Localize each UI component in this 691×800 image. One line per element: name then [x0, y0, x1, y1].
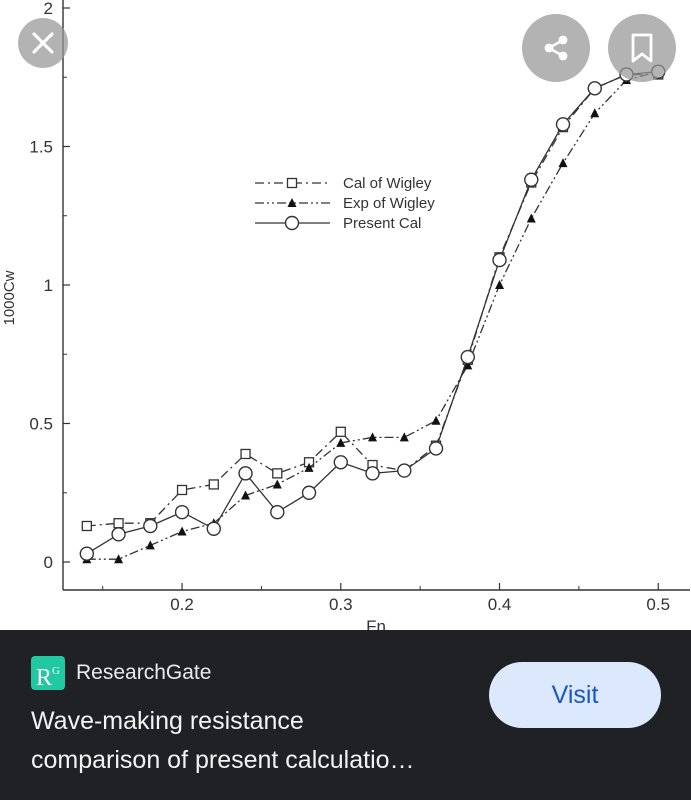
data-point: [238, 466, 253, 481]
data-point: [399, 432, 409, 442]
legend-label: Exp of Wigley: [343, 195, 435, 212]
data-point: [79, 546, 95, 561]
chart-svg: 0 0.5 1 1.5 2 0.2 0.3 0.4 0.5 1000Cw Fn Cal of Wigl…: [1, 0, 690, 630]
data-point: [365, 466, 380, 481]
data-point: [270, 504, 285, 520]
data-point: [333, 455, 348, 470]
legend-marker: [287, 198, 297, 207]
source-name[interactable]: ResearchGate: [76, 661, 212, 684]
data-point: [111, 527, 126, 542]
share-icon: [544, 35, 568, 61]
chart-image[interactable]: 0 0.5 1 1.5 2 0.2 0.3 0.4 0.5 1000Cw Fn Cal of Wigl…: [0, 0, 691, 630]
legend-marker: [286, 177, 298, 189]
caption-line-2: comparison of present calculatio…: [31, 746, 415, 774]
data-point: [524, 172, 539, 187]
y-tick-label: 2: [44, 0, 53, 18]
series-line: [86, 73, 659, 527]
data-point: [590, 108, 600, 118]
data-point: [176, 484, 188, 496]
series-line: [86, 71, 659, 560]
y-tick-label: 0: [44, 553, 53, 572]
data-point: [431, 415, 441, 425]
x-tick-label: 0.3: [329, 595, 353, 614]
data-point: [336, 437, 346, 447]
y-tick-label: 1: [44, 276, 53, 295]
data-point: [368, 432, 378, 442]
data-point: [272, 468, 283, 479]
data-point: [463, 360, 473, 370]
x-tick-label: 0.2: [170, 595, 194, 614]
data-point: [241, 490, 251, 500]
bookmark-icon: [631, 33, 653, 63]
series-cal-of-wigley: [81, 69, 664, 532]
data-point: [555, 117, 571, 132]
legend-label: Cal of Wigley: [343, 175, 432, 192]
data-point: [143, 518, 158, 534]
x-tick-label: 0.4: [488, 595, 512, 614]
data-point: [206, 521, 221, 536]
image-caption[interactable]: Wave-making resistance comparison of pre…: [31, 702, 471, 780]
x-tick-label: 0.5: [646, 595, 670, 614]
data-point: [240, 448, 251, 460]
data-point: [492, 252, 507, 268]
series-exp-of-wigley: [82, 66, 663, 564]
series-present-cal: [79, 64, 666, 561]
save-button[interactable]: [608, 14, 676, 82]
data-point: [145, 540, 155, 550]
data-point: [460, 349, 475, 365]
data-point: [304, 462, 314, 472]
data-point: [397, 463, 412, 478]
data-point: [558, 158, 568, 168]
researchgate-logo: RG: [31, 656, 65, 691]
data-point: [428, 441, 444, 456]
data-point: [272, 479, 282, 489]
data-point: [208, 479, 219, 490]
data-point: [335, 426, 346, 437]
data-point: [113, 518, 124, 529]
x-axis-label: Fn: [366, 617, 386, 630]
y-tick-label: 0.5: [29, 415, 53, 434]
caption-line-1: Wave-making resistance: [31, 707, 304, 735]
data-point: [114, 554, 124, 564]
share-button[interactable]: [522, 14, 590, 82]
legend-label: Present Cal: [343, 215, 421, 232]
close-icon: [32, 32, 54, 54]
visit-button[interactable]: Visit: [489, 662, 661, 728]
close-button[interactable]: [18, 18, 68, 68]
y-axis-label: 1000Cw: [1, 270, 18, 325]
legend-marker: [284, 215, 300, 231]
series-line: [86, 71, 659, 555]
data-point: [81, 520, 92, 532]
y-tick-label: 1.5: [29, 138, 53, 157]
result-panel: RG ResearchGate Wave-making resistance c…: [0, 630, 691, 800]
data-point: [177, 526, 187, 536]
data-point: [495, 280, 505, 289]
data-point: [301, 485, 317, 500]
data-point: [587, 81, 602, 96]
data-point: [526, 213, 536, 223]
data-point: [174, 504, 190, 520]
legend: Cal of Wigley Exp of Wigley Present Cal: [255, 175, 435, 232]
